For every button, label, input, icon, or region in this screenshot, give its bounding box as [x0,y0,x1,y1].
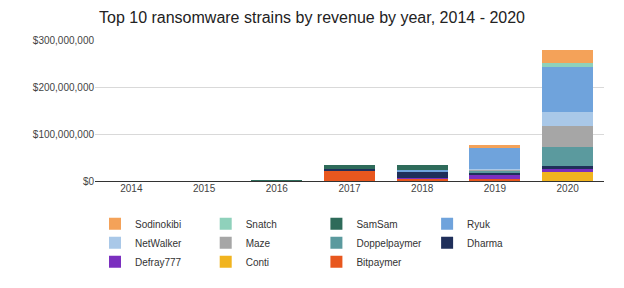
svg-text:Doppelpaymer: Doppelpaymer [356,238,422,249]
svg-text:Bitpaymer: Bitpaymer [356,257,402,268]
svg-text:2018: 2018 [411,183,434,194]
svg-text:Sodinokibi: Sodinokibi [135,219,181,230]
svg-text:2016: 2016 [266,183,289,194]
svg-text:2015: 2015 [193,183,216,194]
svg-text:$100,000,000: $100,000,000 [33,129,95,140]
svg-text:2017: 2017 [338,183,361,194]
svg-text:Ryuk: Ryuk [467,219,491,230]
svg-text:2019: 2019 [484,183,507,194]
svg-text:Defray777: Defray777 [135,257,182,268]
svg-text:2020: 2020 [557,183,580,194]
svg-text:$0: $0 [83,176,95,187]
svg-text:$300,000,000: $300,000,000 [33,35,95,46]
svg-text:Top 10 ransomware strains by r: Top 10 ransomware strains by revenue by … [99,9,525,26]
svg-text:Conti: Conti [246,257,269,268]
svg-text:SamSam: SamSam [356,219,397,230]
svg-text:Snatch: Snatch [246,219,277,230]
svg-text:$200,000,000: $200,000,000 [33,82,95,93]
svg-text:NetWalker: NetWalker [135,238,182,249]
svg-text:2014: 2014 [120,183,143,194]
svg-text:Dharma: Dharma [467,238,503,249]
svg-text:Maze: Maze [246,238,271,249]
